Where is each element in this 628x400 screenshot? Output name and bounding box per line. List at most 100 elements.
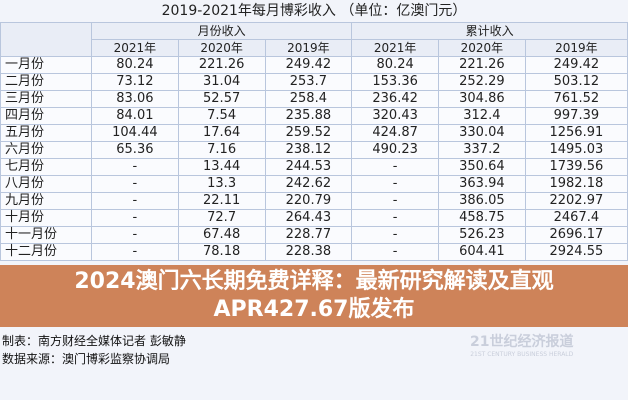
- value-cell: 235.88: [264, 107, 353, 125]
- month-cell: 十二月份: [0, 243, 92, 261]
- table-row: 十月份 -72.7 264.43-458.75 2467.4: [0, 209, 628, 227]
- month-cell: 一月份: [0, 56, 92, 74]
- value-cell: 252.29: [438, 73, 526, 91]
- value-cell: 72.7: [177, 209, 266, 227]
- value-cell: 65.36: [91, 141, 179, 159]
- value-cell: -: [351, 192, 439, 210]
- footer-source: 数据来源：澳门博彩监察协调局: [2, 352, 171, 366]
- table-row: 八月份 -13.3 242.62-363.94 1982.18: [0, 175, 628, 193]
- value-cell: 228.77: [264, 226, 353, 244]
- year-header: 2021年: [351, 39, 439, 57]
- value-cell: 604.41: [438, 243, 526, 261]
- value-cell: 221.26: [438, 56, 526, 74]
- value-cell: 2696.17: [524, 226, 628, 244]
- value-cell: -: [91, 175, 179, 193]
- table-row: 三月份 83.06 52.57 258.4 236.42 304.86 761.52: [0, 90, 628, 108]
- value-cell: 761.52: [524, 90, 628, 108]
- table-row: 一月份 80.24 221.26 249.42 80.24 221.26 249.42: [0, 56, 628, 74]
- value-cell: -: [351, 209, 439, 227]
- value-cell: 304.86: [438, 90, 526, 108]
- value-cell: -: [351, 158, 439, 176]
- monthly-group-header: 月份收入: [90, 22, 353, 40]
- value-cell: 1495.03: [524, 141, 628, 159]
- value-cell: 2202.97: [524, 192, 628, 210]
- value-cell: 31.04: [177, 73, 266, 91]
- logo-cn: 21世纪经济报道: [470, 334, 574, 350]
- month-header: [0, 22, 92, 57]
- value-cell: -: [91, 192, 179, 210]
- value-cell: 1256.91: [524, 124, 628, 142]
- value-cell: 22.11: [177, 192, 266, 210]
- value-cell: 386.05: [438, 192, 526, 210]
- year-header-row: 2021年 2020年 2019年 2021年 2020年 2019年: [1, 39, 628, 57]
- value-cell: 244.53: [264, 158, 353, 176]
- table-row: 九月份 -22.11 220.79-386.05 2202.97: [0, 192, 628, 210]
- value-cell: 264.43: [264, 209, 353, 227]
- table-row: 十一月份 -67.48 228.77-526.23 2696.17: [0, 226, 628, 244]
- value-cell: 17.64: [177, 124, 266, 142]
- cumulative-group-header: 累计收入: [351, 22, 628, 40]
- revenue-table: 月份收入 累计收入 2021年 2020年 2019年 2021年 2020年 2019年…: [0, 22, 628, 261]
- value-cell: 330.04: [438, 124, 526, 142]
- month-cell: 二月份: [0, 73, 92, 91]
- value-cell: 2924.55: [524, 243, 628, 261]
- value-cell: 249.42: [264, 56, 353, 74]
- value-cell: 238.12: [264, 141, 353, 159]
- month-cell: 五月份: [0, 124, 92, 142]
- year-header: 2019年: [264, 39, 353, 57]
- value-cell: 312.4: [438, 107, 526, 125]
- value-cell: 503.12: [524, 73, 628, 91]
- value-cell: -: [351, 175, 439, 193]
- table-row: 七月份 -13.44 244.53-350.64 1739.56: [0, 158, 628, 176]
- value-cell: 253.7: [264, 73, 353, 91]
- table-row: 二月份 73.12 31.04 253.7 153.36 252.29 503.12: [0, 73, 628, 91]
- value-cell: 242.62: [264, 175, 353, 193]
- value-cell: 67.48: [177, 226, 266, 244]
- month-cell: 七月份: [0, 158, 92, 176]
- value-cell: 259.52: [264, 124, 353, 142]
- month-cell: 九月份: [0, 192, 92, 210]
- month-cell: 六月份: [0, 141, 92, 159]
- table-row: 四月份 84.01 7.54 235.88 320.43 312.4 997.39: [0, 107, 628, 125]
- value-cell: 84.01: [91, 107, 179, 125]
- value-cell: 490.23: [351, 141, 439, 159]
- value-cell: 458.75: [438, 209, 526, 227]
- value-cell: 153.36: [351, 73, 439, 91]
- table-row: 六月份 65.36 7.16 238.12 490.23 337.2 1495.03: [0, 141, 628, 159]
- value-cell: -: [351, 226, 439, 244]
- logo-en: 21ST CENTURY BUSINESS HERALD: [470, 351, 574, 358]
- year-header: 2019年: [524, 39, 628, 57]
- value-cell: 13.44: [177, 158, 266, 176]
- value-cell: 73.12: [91, 73, 179, 91]
- value-cell: 52.57: [177, 90, 266, 108]
- group-header-row: 月份收入 累计收入: [0, 22, 628, 57]
- value-cell: 337.2: [438, 141, 526, 159]
- table-title: 2019-2021年每月博彩收入 （单位：亿澳门元）: [161, 3, 467, 19]
- value-cell: 83.06: [91, 90, 179, 108]
- year-header: 2020年: [177, 39, 266, 57]
- value-cell: 363.94: [438, 175, 526, 193]
- value-cell: -: [351, 243, 439, 261]
- banner-text: 2024澳门六长期免费详释：最新研究解读及直观APR427.67版发布: [74, 269, 554, 322]
- value-cell: -: [91, 226, 179, 244]
- value-cell: 236.42: [351, 90, 439, 108]
- footer: 制表：南方财经全媒体记者 彭敏静 数据来源：澳门博彩监察协调局 21世纪经济报道…: [0, 331, 628, 375]
- value-cell: -: [91, 158, 179, 176]
- month-cell: 三月份: [0, 90, 92, 108]
- value-cell: 221.26: [177, 56, 266, 74]
- value-cell: 526.23: [438, 226, 526, 244]
- value-cell: 320.43: [351, 107, 439, 125]
- value-cell: 220.79: [264, 192, 353, 210]
- value-cell: 2467.4: [524, 209, 628, 227]
- value-cell: 1982.18: [524, 175, 628, 193]
- value-cell: 1739.56: [524, 158, 628, 176]
- value-cell: 228.38: [264, 243, 353, 261]
- month-cell: 四月份: [0, 107, 92, 125]
- footer-maker: 制表：南方财经全媒体记者 彭敏静: [2, 334, 186, 348]
- value-cell: -: [91, 243, 179, 261]
- value-cell: 13.3: [177, 175, 266, 193]
- value-cell: 80.24: [91, 56, 179, 74]
- value-cell: 7.16: [177, 141, 266, 159]
- value-cell: 7.54: [177, 107, 266, 125]
